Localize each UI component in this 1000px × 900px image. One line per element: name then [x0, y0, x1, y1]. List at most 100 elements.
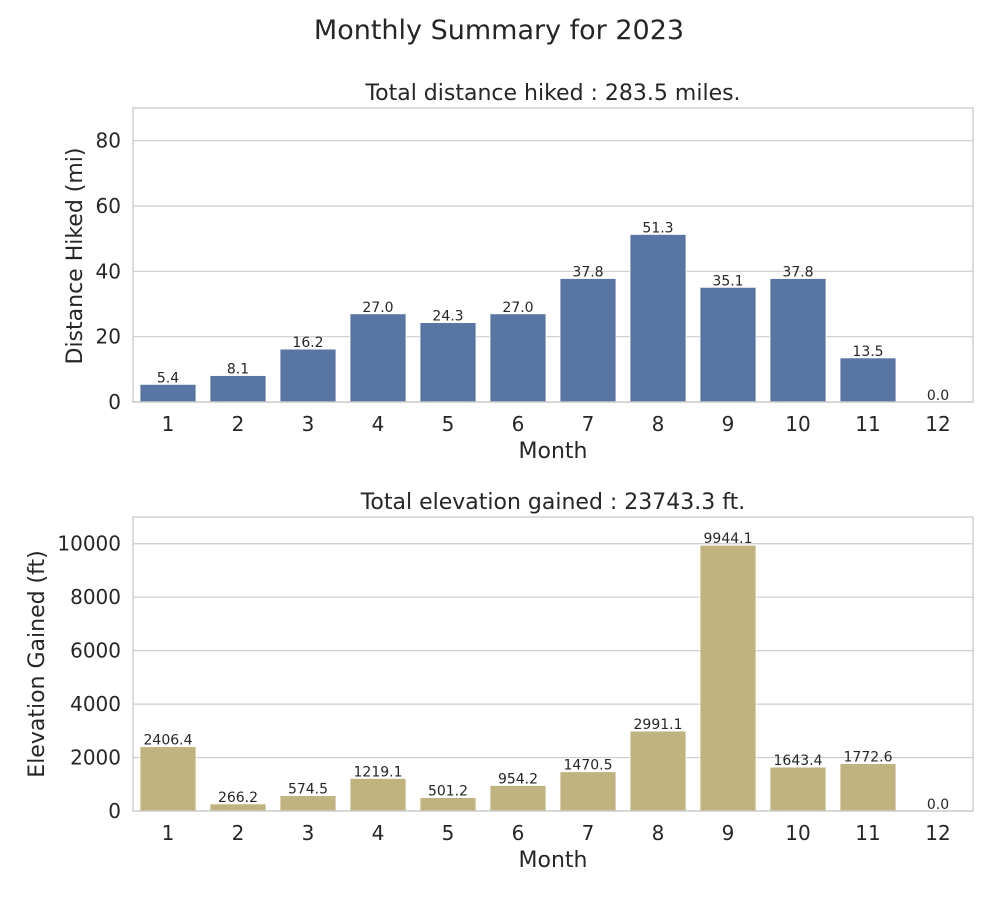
- distance-x-tick-label: 7: [582, 412, 595, 436]
- distance-x-ticks: 1 2 3 4 5 6 7 8 9 10 11 12: [162, 412, 951, 436]
- elevation-x-tick-label: 1: [162, 821, 175, 845]
- elevation-y-tick-label: 10000: [57, 532, 121, 556]
- elevation-axes-frame: [132, 516, 974, 812]
- elevation-x-tick-label: 3: [302, 821, 315, 845]
- distance-bar: [209, 375, 267, 403]
- distance-y-axis-label: Distance Hiked (mi): [63, 147, 88, 364]
- elevation-bar: [139, 746, 197, 812]
- distance-data-label: 8.1: [227, 362, 249, 378]
- distance-x-tick-label: 3: [302, 412, 315, 436]
- distance-data-label: 27.0: [362, 300, 393, 316]
- elevation-y-tick-label: 6000: [70, 639, 121, 663]
- distance-bar: [629, 234, 687, 403]
- elevation-x-tick-label: 9: [722, 821, 735, 845]
- distance-data-label: 27.0: [502, 300, 533, 316]
- elevation-x-tick-label: 6: [512, 821, 525, 845]
- distance-bar: [559, 278, 617, 403]
- distance-x-tick-label: 4: [372, 412, 385, 436]
- elevation-x-tick-label: 5: [442, 821, 455, 845]
- elevation-bar: [699, 544, 757, 812]
- elevation-data-label: 2991.1: [634, 717, 683, 733]
- distance-bar: [139, 383, 197, 403]
- elevation-x-tick-label: 12: [925, 821, 950, 845]
- figure-suptitle: Monthly Summary for 2023: [314, 15, 684, 46]
- distance-chart: 5.48.116.227.024.327.037.851.335.137.813…: [63, 81, 974, 464]
- elevation-bar: [769, 766, 827, 812]
- distance-bar: [839, 357, 897, 403]
- elevation-bar: [489, 785, 547, 812]
- distance-data-label: 37.8: [782, 265, 813, 281]
- distance-x-tick-label: 5: [442, 412, 455, 436]
- distance-bar: [699, 286, 757, 403]
- elevation-bar: [279, 795, 337, 812]
- elevation-x-tick-label: 2: [232, 821, 245, 845]
- elevation-data-label: 9944.1: [704, 531, 753, 547]
- distance-chart-title: Total distance hiked : 283.5 miles.: [364, 81, 740, 106]
- distance-data-label: 13.5: [852, 344, 883, 360]
- distance-x-tick-label: 1: [162, 412, 175, 436]
- distance-y-tick-label: 80: [96, 129, 121, 153]
- distance-x-tick-label: 2: [232, 412, 245, 436]
- elevation-bar: [839, 763, 897, 812]
- elevation-data-label: 1470.5: [564, 758, 613, 774]
- elevation-y-ticks: 0 2000 4000 6000 8000 10000: [57, 532, 121, 823]
- distance-y-tick-label: 60: [96, 194, 121, 218]
- distance-bar: [489, 313, 547, 403]
- elevation-chart: 2406.4266.2574.51219.1501.2954.21470.529…: [25, 490, 974, 873]
- distance-data-label: 5.4: [157, 370, 179, 386]
- distance-bar: [769, 278, 827, 403]
- distance-y-tick-label: 40: [96, 259, 121, 283]
- distance-data-label: 37.8: [572, 265, 603, 281]
- distance-x-axis-label: Month: [519, 439, 588, 464]
- elevation-x-tick-label: 8: [652, 821, 665, 845]
- elevation-x-tick-label: 4: [372, 821, 385, 845]
- elevation-bars: [139, 544, 897, 812]
- elevation-y-tick-label: 2000: [70, 746, 121, 770]
- elevation-y-axis-label: Elevation Gained (ft): [25, 550, 50, 777]
- distance-x-tick-label: 12: [925, 412, 950, 436]
- elevation-bar: [349, 778, 407, 812]
- distance-bar: [419, 322, 477, 403]
- elevation-chart-title: Total elevation gained : 23743.3 ft.: [360, 490, 746, 515]
- distance-data-label: 24.3: [432, 309, 463, 325]
- elevation-data-label: 574.5: [288, 782, 328, 798]
- elevation-data-label: 1772.6: [844, 750, 893, 766]
- elevation-bar: [629, 730, 687, 812]
- elevation-bar: [559, 771, 617, 812]
- elevation-y-tick-label: 0: [108, 799, 121, 823]
- elevation-y-tick-label: 4000: [70, 692, 121, 716]
- elevation-x-axis-label: Month: [519, 848, 588, 873]
- distance-bars: [139, 234, 897, 403]
- elevation-x-tick-label: 11: [855, 821, 880, 845]
- elevation-x-tick-label: 7: [582, 821, 595, 845]
- elevation-data-labels: 2406.4 266.2 574.5 1219.1 501.2 954.2 1470.5 29…: [144, 531, 950, 813]
- elevation-data-label: 1219.1: [354, 764, 403, 780]
- elevation-bar: [419, 797, 477, 812]
- distance-bar: [349, 313, 407, 403]
- distance-x-tick-label: 10: [785, 412, 810, 436]
- elevation-data-label: 1643.4: [774, 753, 823, 769]
- distance-data-labels: 5.4 8.1 16.2 27.0 24.3 27.0 37.8 51.3 35.1 37.8 13…: [157, 220, 949, 404]
- distance-x-tick-label: 11: [855, 412, 880, 436]
- elevation-data-label: 954.2: [498, 771, 538, 787]
- distance-data-label: 0.0: [927, 388, 949, 404]
- distance-x-tick-label: 8: [652, 412, 665, 436]
- elevation-data-label: 2406.4: [144, 733, 193, 749]
- elevation-data-label: 501.2: [428, 784, 468, 800]
- distance-axes-frame: [132, 107, 974, 403]
- distance-data-label: 16.2: [292, 335, 323, 351]
- elevation-data-label: 266.2: [218, 790, 258, 806]
- distance-y-ticks: 0 20 40 60 80: [96, 129, 121, 414]
- distance-y-tick-label: 20: [96, 325, 121, 349]
- distance-y-tick-label: 0: [108, 390, 121, 414]
- distance-data-label: 51.3: [642, 220, 673, 236]
- elevation-y-tick-label: 8000: [70, 585, 121, 609]
- distance-x-tick-label: 9: [722, 412, 735, 436]
- elevation-x-ticks: 1 2 3 4 5 6 7 8 9 10 11 12: [162, 821, 951, 845]
- elevation-x-tick-label: 10: [785, 821, 810, 845]
- distance-x-tick-label: 6: [512, 412, 525, 436]
- elevation-data-label: 0.0: [927, 797, 949, 813]
- distance-bar: [279, 348, 337, 403]
- distance-data-label: 35.1: [712, 273, 743, 289]
